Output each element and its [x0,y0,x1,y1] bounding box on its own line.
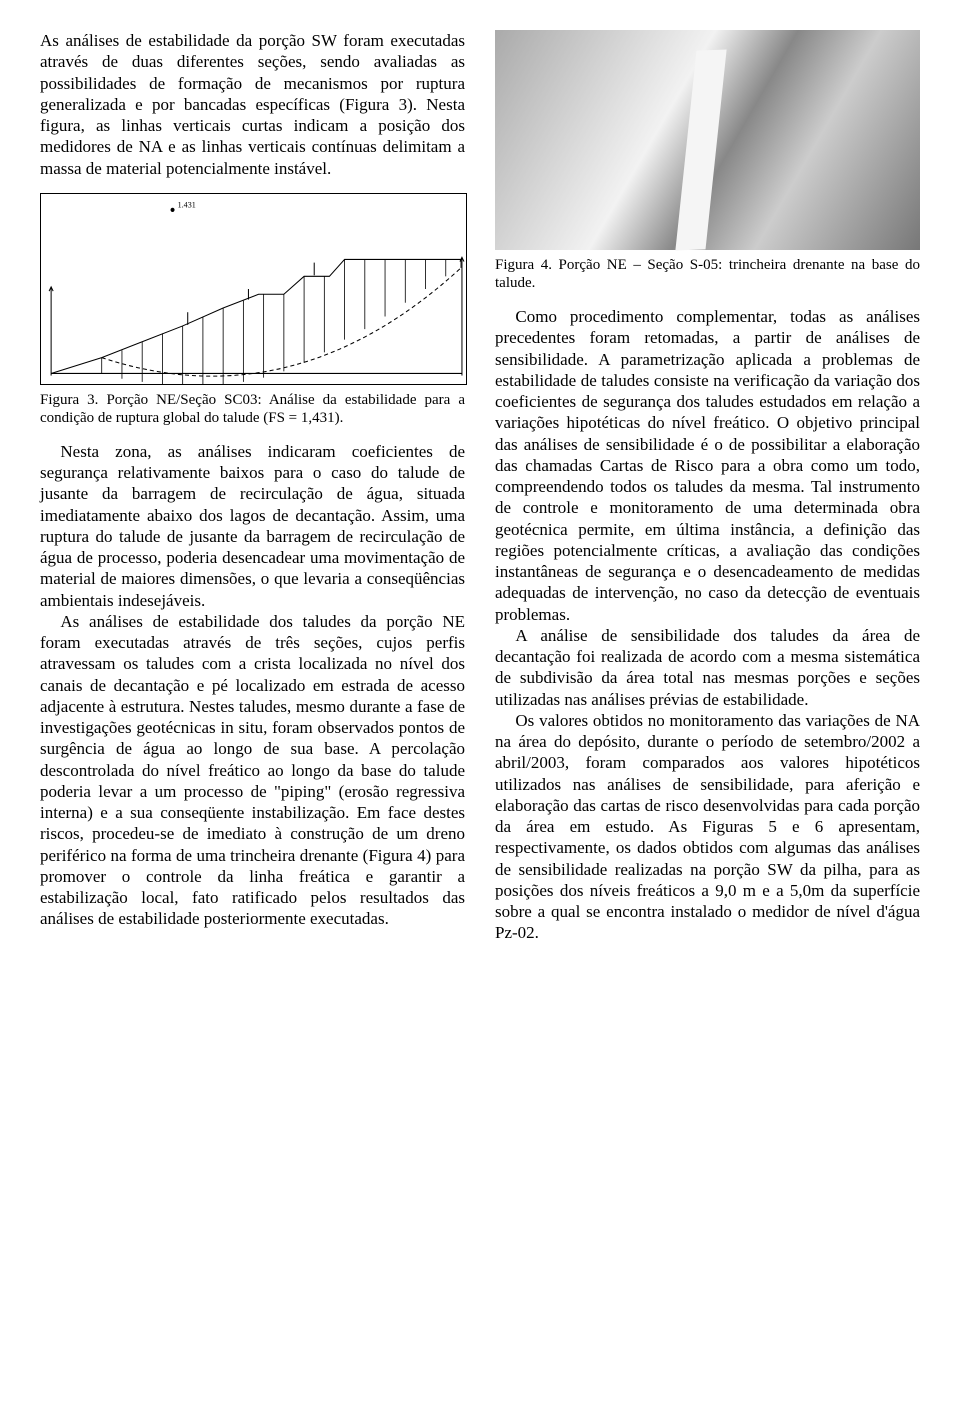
para-procedimento-complementar: Como procedimento complementar, todas as… [495,306,920,625]
trench-shape [676,50,727,251]
para-ne-estabilidade: As análises de estabilidade dos taludes … [40,611,465,930]
para-zona-analises: Nesta zona, as análises indicaram coefic… [40,441,465,611]
intro-paragraph: As análises de estabilidade da porção SW… [40,30,465,179]
figure-3-caption: Figura 3. Porção NE/Seção SC03: Análise … [40,391,465,427]
para-valores-monitoramento: Os valores obtidos no monitoramento das … [495,710,920,944]
figure-4-photo [495,30,920,250]
para-analise-sensibilidade: A análise de sensibilidade dos taludes d… [495,625,920,710]
fs-label: 1.431 [178,200,196,209]
figure-3-diagram: 1.431 [40,193,467,385]
figure-4-caption: Figura 4. Porção NE – Seção S-05: trinch… [495,256,920,292]
